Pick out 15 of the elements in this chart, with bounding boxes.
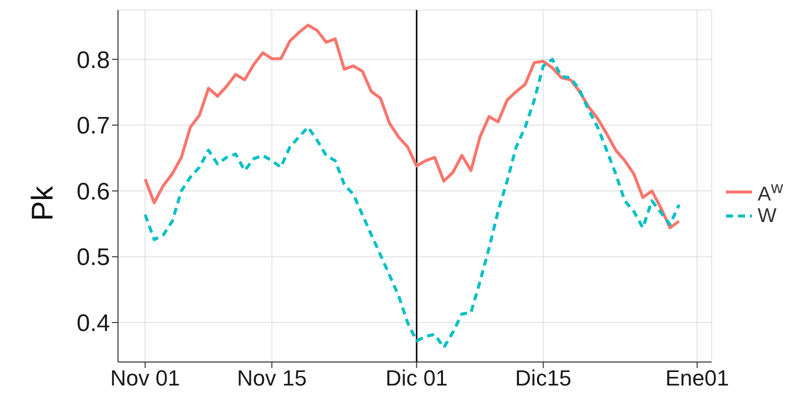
y-axis-title: Pk (26, 185, 60, 222)
line-series (144, 24, 681, 230)
x-tick-label: Nov 15 (236, 366, 307, 391)
y-tick-label: 0.7 (76, 112, 110, 140)
x-tick-label: Ene01 (665, 366, 729, 391)
y-tick-label: 0.8 (76, 46, 110, 74)
y-tick-label: 0.6 (76, 178, 110, 206)
y-tick-label: 0.4 (76, 310, 110, 338)
legend-label: W (758, 204, 777, 228)
legend-label: A$^{w}$ (758, 178, 783, 206)
x-tick-label: Nov 01 (110, 366, 180, 391)
y-tick-label: 0.5 (76, 244, 110, 272)
x-tick-label: Dic 01 (385, 366, 448, 391)
line-series (144, 58, 681, 350)
x-tick-label: Dic15 (515, 366, 572, 391)
